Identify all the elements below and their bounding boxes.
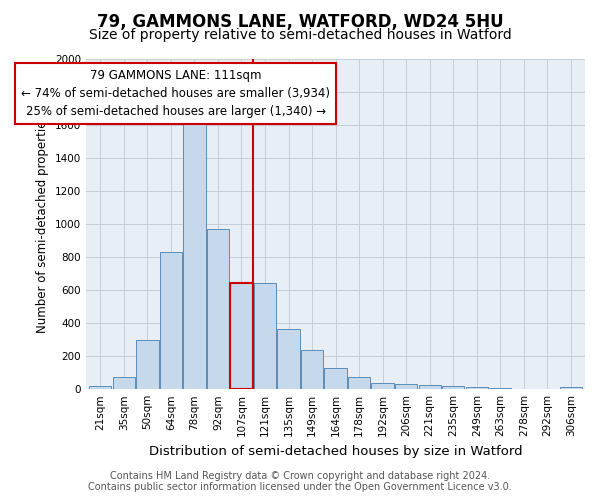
Text: Size of property relative to semi-detached houses in Watford: Size of property relative to semi-detach… <box>89 28 511 42</box>
Bar <box>89 386 112 389</box>
Bar <box>230 282 253 389</box>
Text: Contains HM Land Registry data © Crown copyright and database right 2024.
Contai: Contains HM Land Registry data © Crown c… <box>88 471 512 492</box>
Bar <box>442 386 464 389</box>
Bar <box>254 282 276 389</box>
Text: 79 GAMMONS LANE: 111sqm
← 74% of semi-detached houses are smaller (3,934)
25% of: 79 GAMMONS LANE: 111sqm ← 74% of semi-de… <box>21 69 330 118</box>
Bar <box>395 384 418 389</box>
Bar <box>325 368 347 389</box>
Bar <box>489 388 511 389</box>
Text: 79, GAMMONS LANE, WATFORD, WD24 5HU: 79, GAMMONS LANE, WATFORD, WD24 5HU <box>97 12 503 30</box>
Bar <box>348 377 370 389</box>
Bar <box>419 384 441 389</box>
Bar <box>207 229 229 389</box>
Bar <box>466 387 488 389</box>
Bar <box>136 340 158 389</box>
Bar <box>301 350 323 389</box>
Bar <box>277 329 299 389</box>
Bar <box>371 383 394 389</box>
Bar <box>160 252 182 389</box>
Y-axis label: Number of semi-detached properties: Number of semi-detached properties <box>37 115 49 334</box>
Bar <box>183 122 206 389</box>
Bar <box>113 377 135 389</box>
Bar <box>560 387 582 389</box>
X-axis label: Distribution of semi-detached houses by size in Watford: Distribution of semi-detached houses by … <box>149 444 523 458</box>
